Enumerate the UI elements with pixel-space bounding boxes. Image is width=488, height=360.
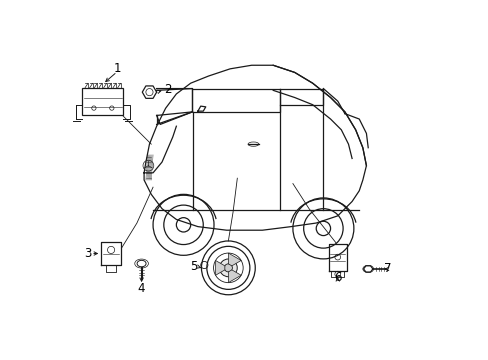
Text: 3: 3: [83, 247, 91, 260]
Text: 2: 2: [163, 83, 171, 96]
Text: 7: 7: [384, 262, 391, 275]
Text: 4: 4: [138, 282, 145, 295]
Polygon shape: [228, 270, 241, 283]
Text: 1: 1: [113, 62, 121, 75]
Polygon shape: [228, 253, 241, 266]
Text: 6: 6: [333, 271, 341, 284]
Polygon shape: [215, 261, 224, 275]
Text: 5: 5: [189, 260, 197, 273]
Circle shape: [224, 264, 232, 272]
Circle shape: [219, 259, 237, 277]
